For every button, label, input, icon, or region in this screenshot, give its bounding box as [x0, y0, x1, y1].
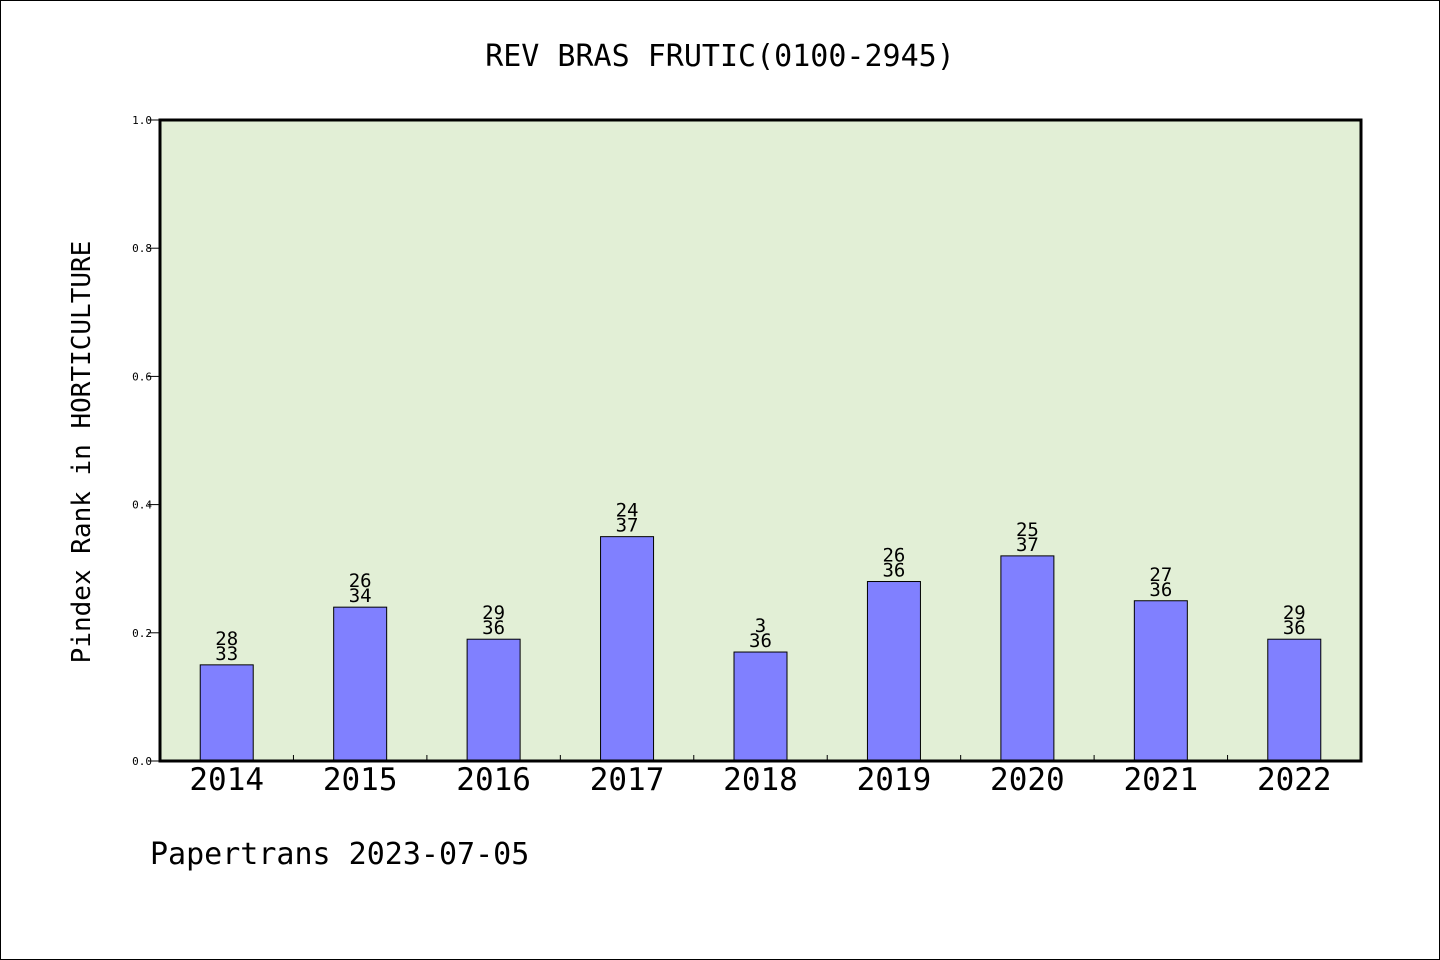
- bar-label-bottom: 36: [749, 630, 772, 652]
- x-tick-label: 2014: [189, 762, 264, 798]
- bar: [733, 651, 788, 762]
- y-tick-label: 1.0: [132, 114, 152, 127]
- bar-label-top: 24: [616, 500, 639, 522]
- y-tick-label: 0.8: [132, 242, 152, 255]
- bar: [1133, 600, 1188, 762]
- bar: [600, 536, 655, 762]
- bar-label-top: 29: [482, 602, 505, 624]
- x-tick-label: 2021: [1124, 762, 1199, 798]
- bar: [1267, 638, 1322, 762]
- bar-label-bottom: 36: [1283, 617, 1306, 639]
- bars: [199, 536, 1322, 762]
- y-tick-label: 0.6: [132, 370, 152, 383]
- x-tick-label: 2020: [990, 762, 1065, 798]
- bar-label-bottom: 36: [1149, 579, 1172, 601]
- bar: [333, 606, 388, 762]
- x-tick-label: 2022: [1257, 762, 1332, 798]
- bar-label-top: 26: [882, 545, 905, 567]
- bar-label-top: 29: [1283, 602, 1306, 624]
- chart-title: REV BRAS FRUTIC(0100-2945): [485, 39, 955, 74]
- bar-label-bottom: 33: [215, 643, 238, 665]
- y-tick-label: 0.2: [132, 627, 152, 640]
- bar-label-top: 28: [215, 628, 238, 650]
- bar-label-bottom: 36: [482, 617, 505, 639]
- y-tick-label: 0.4: [132, 499, 152, 512]
- x-tick-label: 2016: [456, 762, 531, 798]
- bar-label-bottom: 37: [1016, 534, 1039, 556]
- footer-text: Papertrans 2023-07-05: [150, 837, 529, 872]
- bar-label-top: 3: [755, 615, 766, 637]
- plot-border: [158, 118, 1363, 763]
- bar: [866, 581, 921, 762]
- y-axis-label: Pindex Rank in HORTICULTURE: [67, 241, 97, 664]
- x-tick-label: 2019: [857, 762, 932, 798]
- bar: [199, 664, 254, 762]
- bar-label-bottom: 37: [616, 515, 639, 537]
- bar-label-top: 26: [349, 570, 372, 592]
- x-tick-label: 2017: [590, 762, 665, 798]
- x-tick-label: 2018: [723, 762, 798, 798]
- x-tick-label: 2015: [323, 762, 398, 798]
- bar-label-top: 27: [1149, 564, 1172, 586]
- bar: [466, 638, 521, 762]
- y-axis: 0.0 0.2 0.4 0.6 0.8 1.0: [132, 114, 160, 768]
- y-tick-label: 0.0: [132, 755, 152, 768]
- bar: [1000, 555, 1055, 762]
- bar-label-bottom: 36: [882, 560, 905, 582]
- bar-label-bottom: 34: [349, 585, 372, 607]
- x-axis-labels: 2014 2015 2016 2017 2018 2019 2020 2021 2022: [189, 762, 1331, 798]
- bar-label-top: 25: [1016, 519, 1039, 541]
